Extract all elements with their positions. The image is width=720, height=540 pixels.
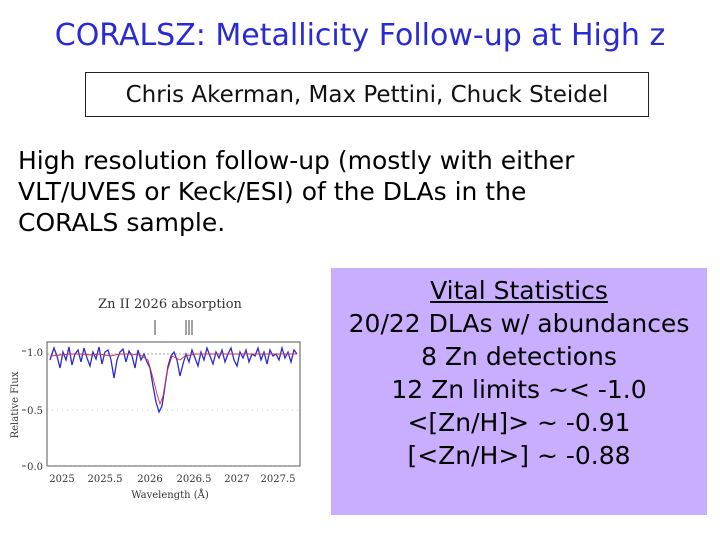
plot-title: Zn II 2026 absorption: [98, 297, 242, 312]
spectrum-blue-trace: [49, 345, 298, 414]
stats-line: 20/22 DLAs w/ abundances: [348, 309, 690, 338]
y-tick-label: 1.0: [27, 348, 43, 359]
slide-title: CORALSZ: Metallicity Follow-up at High z: [54, 18, 666, 53]
spectrum-figure: Zn II 2026 absorption 1.0 0.5 0.0 Relati…: [0, 290, 320, 505]
vital-statistics-box: Vital Statistics 20/22 DLAs w/ abundance…: [331, 268, 707, 515]
x-tick-label: 2026.5: [177, 474, 212, 485]
authors-box: Chris Akerman, Max Pettini, Chuck Steide…: [85, 72, 649, 117]
x-axis-label: Wavelength (Å): [131, 489, 209, 501]
x-tick-label: 2027: [224, 474, 249, 485]
y-tick-label: 0.0: [27, 462, 43, 473]
intro-line: VLT/UVES or Keck/ESI) of the DLAs in the: [18, 177, 527, 206]
stats-heading: Vital Statistics: [430, 276, 608, 305]
x-tick-label: 2027.5: [261, 474, 296, 485]
authors-text: Chris Akerman, Max Pettini, Chuck Steide…: [125, 81, 609, 108]
x-tick-label: 2025.5: [88, 474, 123, 485]
intro-line: High resolution follow-up (mostly with e…: [18, 146, 575, 175]
intro-line: CORALS sample.: [18, 208, 226, 237]
spectrum-plot: Zn II 2026 absorption 1.0 0.5 0.0 Relati…: [10, 297, 301, 501]
spectrum-red-trace: [49, 353, 297, 406]
x-tick-label: 2025: [49, 474, 74, 485]
intro-paragraph: High resolution follow-up (mostly with e…: [18, 145, 658, 238]
stats-line: <[Zn/H]> ~ -0.91: [407, 408, 631, 437]
y-axis-label: Relative Flux: [10, 371, 21, 438]
y-tick-label: 0.5: [27, 406, 43, 417]
stats-line: 12 Zn limits ~< -1.0: [391, 375, 647, 404]
stats-line: 8 Zn detections: [421, 342, 617, 371]
x-tick-label: 2026: [137, 474, 162, 485]
plot-frame: [46, 341, 301, 467]
stats-line: [<Zn/H>] ~ -0.88: [407, 441, 631, 470]
